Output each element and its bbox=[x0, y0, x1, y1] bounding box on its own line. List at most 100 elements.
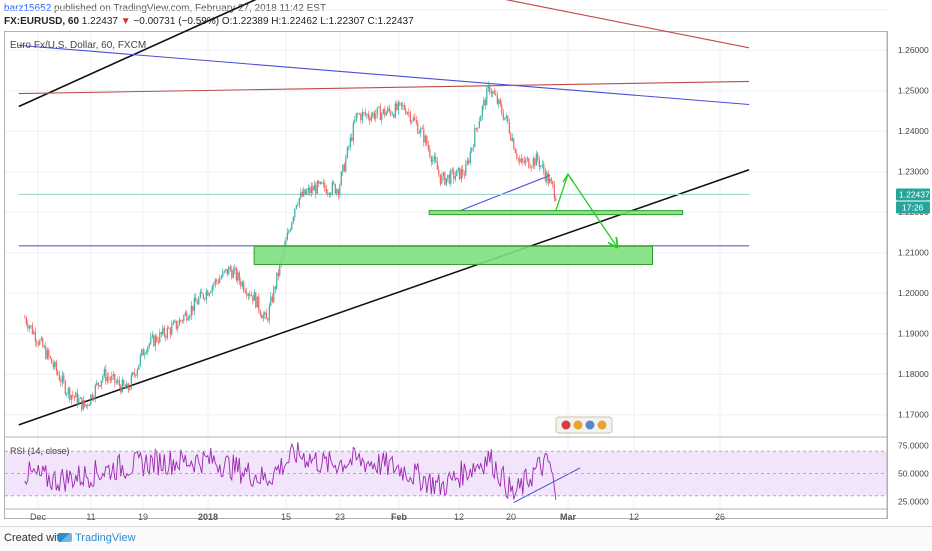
candle bbox=[234, 267, 236, 270]
time-tick-label: Dec bbox=[30, 512, 47, 522]
candle bbox=[337, 189, 339, 195]
candle bbox=[199, 291, 201, 298]
created-with-text: Created with bbox=[4, 532, 66, 544]
candle bbox=[66, 394, 68, 395]
candle bbox=[168, 327, 170, 329]
candle bbox=[412, 117, 414, 122]
candle bbox=[225, 269, 227, 271]
candle bbox=[81, 397, 83, 410]
candle bbox=[438, 169, 440, 175]
candle bbox=[193, 297, 195, 312]
candle bbox=[484, 99, 486, 106]
candle bbox=[217, 281, 219, 283]
candle bbox=[504, 117, 506, 120]
candle bbox=[445, 177, 447, 185]
candle bbox=[382, 108, 384, 114]
candle bbox=[196, 302, 198, 305]
candle bbox=[271, 296, 273, 302]
candle bbox=[172, 322, 174, 325]
candle bbox=[219, 278, 221, 283]
candle bbox=[369, 117, 371, 121]
time-tick-label: Feb bbox=[391, 512, 408, 522]
candle bbox=[492, 91, 494, 94]
rsi-tick-label: 75.0000 bbox=[898, 441, 929, 451]
candle bbox=[514, 149, 516, 154]
event-flags[interactable] bbox=[555, 416, 613, 434]
username-link[interactable]: barz15652 bbox=[4, 3, 52, 14]
candle bbox=[366, 114, 368, 115]
candle bbox=[102, 375, 104, 381]
candle bbox=[61, 375, 63, 383]
candle bbox=[399, 102, 401, 104]
candle bbox=[450, 169, 452, 184]
candle bbox=[390, 110, 392, 116]
candle bbox=[468, 160, 470, 164]
tradingview-logo[interactable]: TradingView bbox=[58, 532, 136, 544]
candle bbox=[534, 158, 536, 166]
rsi-tick-label: 50.0000 bbox=[898, 469, 929, 479]
candle bbox=[100, 380, 102, 387]
candle bbox=[166, 327, 168, 338]
candle bbox=[318, 181, 320, 184]
candle bbox=[139, 355, 141, 365]
candle bbox=[529, 167, 531, 169]
support-zone[interactable] bbox=[428, 210, 684, 216]
time-tick-label: 12 bbox=[454, 512, 464, 522]
candle bbox=[237, 272, 239, 281]
candle bbox=[469, 151, 471, 164]
candle bbox=[528, 158, 530, 168]
candle bbox=[328, 193, 330, 195]
candle bbox=[400, 102, 402, 106]
rsi-line bbox=[24, 442, 557, 500]
candle bbox=[427, 144, 429, 149]
candle bbox=[264, 312, 266, 315]
candle bbox=[241, 282, 243, 287]
candle bbox=[310, 186, 312, 194]
publish-text: published on TradingView.com, February 2… bbox=[51, 3, 327, 14]
candle bbox=[361, 112, 363, 121]
candle bbox=[181, 320, 183, 322]
price-change: −0.00731 (−0.59%) bbox=[133, 16, 220, 27]
support-zone[interactable] bbox=[253, 245, 653, 265]
candle bbox=[541, 164, 543, 166]
candle bbox=[58, 374, 60, 381]
price-tick-label: 1.20000 bbox=[898, 288, 929, 298]
candle bbox=[391, 114, 393, 116]
candle bbox=[498, 99, 500, 104]
candle bbox=[418, 132, 420, 134]
candle bbox=[357, 113, 359, 115]
candle bbox=[126, 383, 128, 389]
candle bbox=[315, 185, 317, 194]
candle bbox=[97, 382, 99, 386]
candle bbox=[480, 115, 482, 122]
candle bbox=[439, 174, 441, 184]
candle bbox=[157, 341, 159, 343]
candle bbox=[483, 99, 485, 107]
projection-arrow[interactable] bbox=[555, 172, 616, 246]
footer: Created with TradingView bbox=[0, 526, 932, 551]
candle bbox=[250, 295, 252, 297]
candle bbox=[64, 381, 66, 395]
candle bbox=[138, 364, 140, 370]
candle bbox=[396, 103, 398, 111]
candle bbox=[423, 128, 425, 143]
tradingview-logo-text: TradingView bbox=[75, 532, 136, 544]
price-tick-label: 1.21000 bbox=[898, 248, 929, 258]
candle bbox=[183, 315, 185, 321]
candle bbox=[270, 296, 272, 306]
candle bbox=[444, 172, 446, 185]
candle bbox=[384, 108, 386, 116]
candle bbox=[76, 392, 78, 405]
candle bbox=[510, 133, 512, 141]
candle bbox=[42, 338, 44, 348]
candle bbox=[106, 376, 108, 382]
candle bbox=[303, 189, 305, 197]
candle bbox=[336, 189, 338, 194]
candle bbox=[538, 159, 540, 167]
candle bbox=[451, 169, 453, 171]
candle bbox=[543, 164, 545, 172]
candle bbox=[252, 295, 254, 301]
candle bbox=[192, 305, 194, 312]
candle bbox=[375, 114, 377, 119]
